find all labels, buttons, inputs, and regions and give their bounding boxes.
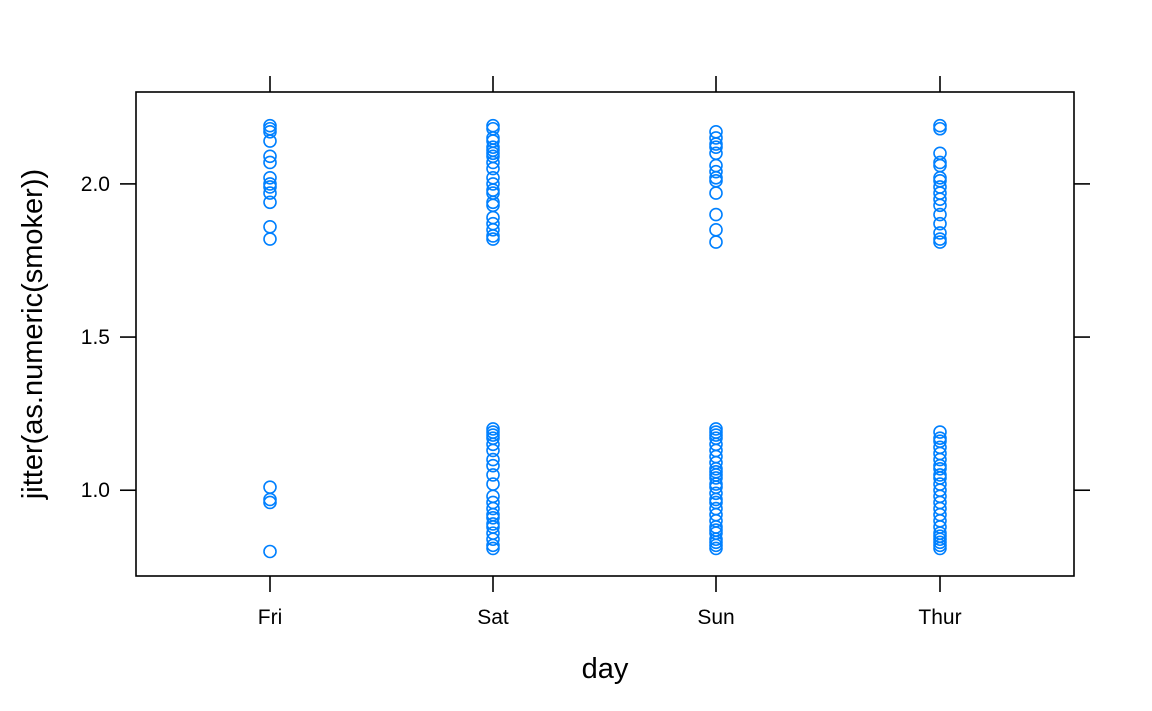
plot-frame [135, 91, 1075, 577]
data-point-sun [709, 131, 723, 145]
data-point-sat [486, 118, 500, 133]
data-point-sun [709, 174, 723, 188]
data-point-sun [709, 486, 723, 501]
data-point-thur [933, 235, 947, 249]
data-point-sat [486, 532, 500, 547]
data-point-fri [263, 544, 277, 559]
data-point-thur [933, 121, 947, 136]
data-point-sat [486, 458, 500, 473]
data-point-fri [263, 125, 277, 139]
x-axis-title: day [582, 653, 629, 685]
data-point-sun [709, 140, 723, 154]
data-point-thur [933, 452, 947, 467]
data-point-sun [709, 207, 723, 222]
data-point-sat [486, 501, 500, 516]
data-point-sat [486, 477, 500, 491]
data-point-thur [933, 155, 947, 170]
data-point-thur [933, 207, 947, 222]
data-point-thur [933, 198, 947, 213]
data-point-sat [486, 452, 500, 467]
data-point-sun [709, 223, 723, 237]
data-point-sun [709, 471, 723, 485]
data-point-thur [933, 192, 947, 207]
data-point-sat [486, 198, 500, 213]
data-point-fri [263, 480, 277, 494]
data-point-fri [263, 170, 277, 185]
data-point-thur [933, 158, 947, 173]
data-point-sat [486, 161, 500, 176]
x-axis-tick-labels: Fri Sat Sun Thur [258, 606, 962, 629]
x-tick-label-fri: Fri [258, 606, 283, 629]
data-point-fri [263, 121, 277, 136]
data-point-fri [263, 134, 277, 148]
y-tick-label: 1.5 [81, 326, 110, 349]
data-point-sat [486, 223, 500, 237]
data-point-thur [933, 461, 947, 476]
y-axis-ticks [120, 183, 1090, 492]
x-tick-label-sat: Sat [477, 606, 509, 629]
y-axis-title: jitter(as.numeric(smoker)) [17, 169, 49, 500]
data-point-fri [263, 180, 277, 194]
x-axis-ticks [269, 76, 941, 592]
data-point-sun [709, 235, 723, 249]
data-point-sat [486, 155, 500, 170]
data-point-fri [263, 495, 277, 510]
data-point-sat [486, 195, 500, 210]
data-point-fri [263, 186, 277, 200]
data-point-thur [933, 118, 947, 133]
data-point-thur [933, 216, 947, 231]
data-point-sun [709, 541, 723, 556]
data-point-fri [263, 195, 277, 210]
data-point-sat [486, 437, 500, 452]
data-point-sat [486, 443, 500, 458]
data-point-sat [486, 541, 500, 556]
data-point-sun [709, 164, 723, 179]
data-point-sat [486, 468, 500, 482]
data-point-thur [933, 541, 947, 556]
data-point-thur [933, 226, 947, 240]
data-point-fri [263, 492, 277, 507]
data-points [263, 118, 947, 559]
data-point-fri [263, 149, 277, 164]
y-tick-label: 1.0 [81, 479, 110, 502]
data-point-thur [933, 425, 947, 439]
data-point-sat [486, 177, 500, 191]
data-point-sat [486, 232, 500, 246]
data-point-fri [263, 155, 277, 170]
data-point-sun [709, 186, 723, 200]
x-tick-label-thur: Thur [918, 606, 961, 629]
y-axis-tick-labels: 1.0 1.5 2.0 [81, 173, 110, 502]
data-point-fri [263, 232, 277, 246]
y-tick-label: 2.0 [81, 173, 110, 196]
x-tick-label-sun: Sun [697, 606, 734, 629]
data-point-sat [486, 510, 500, 525]
data-point-fri [263, 219, 277, 234]
